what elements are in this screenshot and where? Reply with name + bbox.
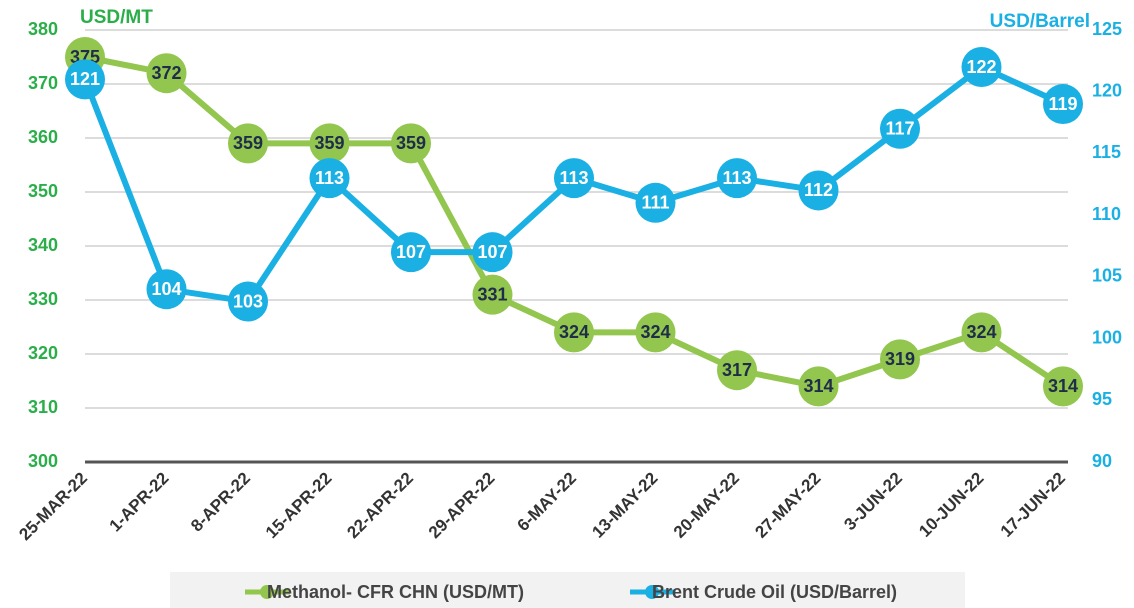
x-tick-label: 10-JUN-22 (915, 469, 987, 541)
data-label: 331 (477, 284, 507, 304)
y2-axis-title: USD/Barrel (990, 11, 1090, 32)
marker (635, 182, 676, 223)
y-tick-label: 350 (28, 181, 58, 201)
y2-tick-label: 120 (1092, 80, 1122, 100)
y2-tick-label: 125 (1092, 19, 1122, 39)
y2-tick-label: 110 (1092, 204, 1121, 224)
marker (1043, 366, 1083, 407)
marker (65, 59, 105, 100)
data-label: 111 (641, 193, 669, 213)
legend-label: Brent Crude Oil (USD/Barrel) (652, 582, 897, 602)
data-label: 121 (70, 69, 100, 89)
data-label: 324 (559, 322, 589, 342)
y-tick-label: 300 (28, 451, 58, 471)
x-tick-label: 20-MAY-22 (670, 469, 743, 542)
data-label: 113 (722, 168, 751, 188)
marker (472, 232, 513, 273)
data-label: 319 (885, 349, 915, 369)
y-tick-label: 330 (28, 289, 58, 309)
y-tick-label: 310 (28, 397, 58, 417)
x-tick-label: 15-APR-22 (262, 469, 336, 543)
x-tick-label: 3-JUN-22 (840, 469, 906, 535)
marker (391, 232, 431, 273)
x-tick-label: 29-APR-22 (425, 469, 499, 543)
data-label: 113 (315, 168, 344, 188)
marker (554, 158, 594, 199)
data-label: 113 (559, 168, 588, 188)
x-tick-label: 1-APR-22 (106, 469, 173, 536)
y-tick-label: 380 (28, 19, 58, 39)
marker (228, 123, 268, 164)
data-label: 122 (966, 57, 996, 77)
marker (961, 47, 1002, 88)
marker (309, 158, 350, 199)
marker (146, 53, 187, 94)
marker (228, 281, 268, 322)
marker (798, 170, 839, 211)
marker (391, 123, 431, 164)
marker (717, 158, 757, 199)
data-label: 107 (396, 242, 426, 262)
y2-tick-label: 90 (1092, 451, 1112, 471)
y-tick-label: 340 (28, 235, 58, 255)
y2-tick-label: 95 (1092, 389, 1112, 409)
marker (880, 108, 920, 149)
y2-tick-label: 105 (1092, 266, 1122, 286)
x-tick-label: 27-MAY-22 (751, 469, 824, 542)
data-label: 324 (966, 322, 996, 342)
data-label: 359 (233, 133, 263, 153)
y-axis-title: USD/MT (80, 7, 153, 28)
y-tick-label: 370 (28, 73, 58, 93)
marker (554, 312, 594, 353)
marker (961, 312, 1002, 353)
marker (472, 274, 513, 315)
marker (798, 366, 839, 407)
marker (146, 269, 187, 310)
x-tick-label: 22-APR-22 (343, 469, 417, 543)
data-label: 359 (396, 133, 426, 153)
x-tick-label: 8-APR-22 (187, 469, 254, 536)
data-label: 314 (1048, 376, 1078, 396)
legend-label: Methanol- CFR CHN (USD/MT) (267, 582, 524, 602)
y2-tick-label: 100 (1092, 327, 1122, 347)
x-tick-label: 25-MAR-22 (15, 469, 91, 545)
data-label: 359 (314, 133, 344, 153)
data-label: 117 (885, 118, 914, 138)
marker (635, 312, 676, 353)
legend-marker (645, 585, 659, 599)
data-label: 103 (233, 291, 263, 311)
marker (717, 350, 757, 391)
marker (309, 123, 350, 164)
x-tick-label: 17-JUN-22 (997, 469, 1069, 541)
x-tick-label: 13-MAY-22 (588, 469, 661, 542)
data-label: 119 (1048, 94, 1077, 114)
data-label: 107 (477, 242, 507, 262)
y-tick-label: 360 (28, 127, 58, 147)
y2-tick-label: 115 (1092, 142, 1121, 162)
legend-box (170, 572, 965, 608)
marker (1043, 84, 1083, 125)
x-tick-label: 6-MAY-22 (514, 469, 580, 535)
marker (880, 339, 920, 380)
data-label: 372 (151, 63, 181, 83)
data-label: 324 (640, 322, 670, 342)
data-label: 314 (803, 376, 833, 396)
data-label: 104 (151, 279, 181, 299)
data-label: 112 (804, 180, 833, 200)
legend-marker (260, 585, 274, 599)
data-label: 317 (722, 360, 752, 380)
y-tick-label: 320 (28, 343, 58, 363)
